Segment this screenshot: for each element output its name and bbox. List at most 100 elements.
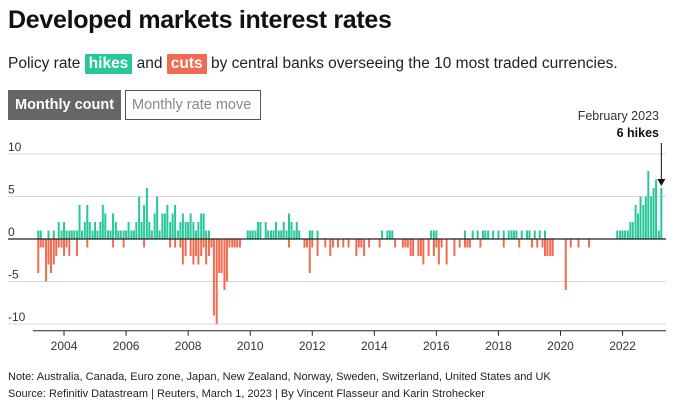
cut-bar [440,239,443,248]
hike-bar [163,213,166,239]
cut-bar [347,239,350,248]
hike-bar [39,230,42,239]
cut-bar [228,239,231,248]
cut-bar [502,239,505,248]
hike-bar [91,230,94,239]
monthly-count-button[interactable]: Monthly count [8,90,121,120]
cut-bar [427,239,430,256]
hike-bar [107,230,110,239]
cut-bar [394,239,397,248]
hike-bar [81,230,84,239]
cut-bar [181,239,184,265]
hike-bar [119,230,122,239]
cut-bar [409,239,412,256]
cut-bar [174,239,177,248]
cut-bar [458,239,461,248]
cut-bar [453,239,456,256]
hike-bar [481,230,484,239]
cut-bar [308,239,311,273]
hike-bar [277,230,280,239]
hike-bar [515,230,518,239]
cut-bar [569,239,572,248]
x-tick-label: 2006 [113,339,140,353]
cut-bar [419,239,422,256]
hike-bar [200,213,203,239]
hike-bar [631,222,634,239]
hike-bar [308,230,311,239]
cut-bar [378,239,381,248]
hike-bar [484,230,487,239]
cut-bar [324,239,327,248]
hike-bar [626,230,629,239]
hike-bar [189,213,192,239]
cut-bar [518,239,521,248]
hike-bar [507,230,510,239]
cut-bar [205,239,208,265]
hike-bar [391,230,394,239]
cut-bar [564,239,567,290]
hike-bar [619,230,622,239]
hike-bar [655,179,658,239]
cut-bar [549,239,552,256]
hike-bar [246,230,249,239]
hike-bar [295,222,298,239]
y-tick-label: -5 [8,268,19,282]
cut-bar [202,239,205,248]
hike-bar [52,230,55,239]
hike-bar [156,196,159,239]
cut-bar [463,239,466,248]
x-tick-label: 2012 [299,339,326,353]
hike-bar [179,222,182,239]
hike-bar [96,230,99,239]
hike-bar [117,230,120,239]
subtitle-post: by central banks overseeing the 10 most … [206,55,618,72]
cut-bar [401,239,404,248]
monthly-rate-move-button[interactable]: Monthly rate move [125,90,261,120]
x-tick-label: 2016 [423,339,450,353]
hike-bar [251,230,254,239]
cut-bar [546,239,549,256]
hike-bar [290,222,293,239]
cut-bar [357,239,360,248]
hike-bar [270,230,272,239]
hike-bar [94,222,97,239]
hike-bar [83,222,86,239]
cut-bar [63,239,66,256]
hike-bar [463,230,466,239]
cut-bar [466,239,469,248]
hike-bar [430,230,433,239]
hike-bar [127,222,130,239]
cut-bar [57,239,60,248]
cut-bar [220,239,223,273]
hike-bar [187,222,190,239]
cut-bar [37,239,40,273]
cut-bar [47,239,50,265]
hike-bar [68,230,71,239]
hike-bar [112,213,115,239]
cut-bar [435,239,438,248]
hike-bar [86,205,89,239]
hike-bar [634,205,637,239]
hike-bar [78,205,81,239]
hike-bar [512,230,515,239]
cut-bar [337,239,340,248]
cut-bar [236,239,239,248]
hike-bar [148,222,151,239]
hike-bar [637,213,640,239]
hike-bar [150,230,153,239]
subtitle-pre: Policy rate [8,55,85,72]
cut-bar [238,239,241,248]
cut-bar [42,239,45,248]
hike-bar [192,222,195,239]
y-tick-label: 10 [8,140,22,154]
hike-bar [166,205,169,239]
cut-bar [404,239,407,248]
cut-bar [306,239,308,248]
cut-bar [417,239,420,256]
cut-bar [169,239,172,248]
hike-bar [629,222,632,239]
cut-bar [412,239,415,256]
cut-bar [316,239,319,256]
cut-bar [76,239,79,256]
hike-bar [502,230,505,239]
